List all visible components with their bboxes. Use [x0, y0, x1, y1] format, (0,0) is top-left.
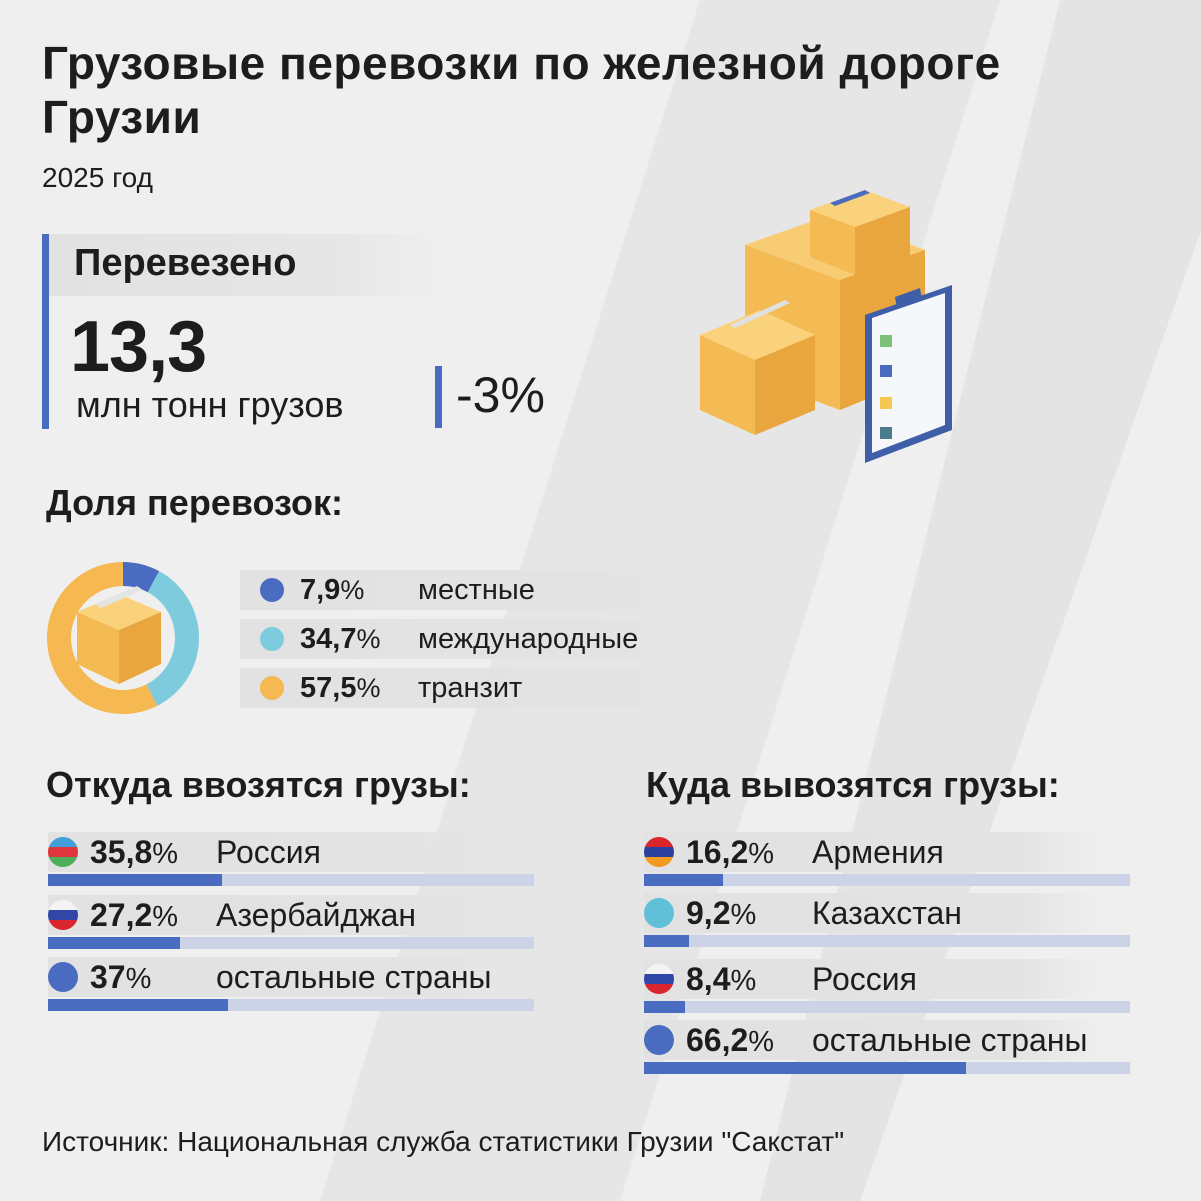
bar-percent: 8,4%	[686, 960, 757, 997]
bar-percent: 27,2%	[90, 896, 179, 933]
legend-percent: 7,9%	[300, 573, 365, 606]
bar-fill	[644, 935, 689, 947]
bar-percent: 66,2%	[686, 1021, 775, 1058]
kazakhstan-flag-icon	[644, 898, 674, 928]
bar-percent: 37%	[90, 958, 152, 995]
summary-unit: млн тонн грузов	[76, 384, 344, 425]
armenia-flag-icon	[644, 837, 674, 867]
share-title: Доля перевозок:	[46, 482, 343, 523]
summary-value: 13,3	[70, 307, 207, 387]
summary-accent-line	[42, 234, 49, 429]
source-note: Источник: Национальная служба статистики…	[42, 1126, 845, 1157]
legend-label: международные	[418, 622, 639, 655]
bar-label: Казахстан	[812, 894, 962, 931]
donut-slice-3	[47, 562, 158, 714]
bar-label: Азербайджан	[216, 896, 417, 933]
bar-track	[644, 935, 1130, 947]
bar-label: остальные страны	[812, 1021, 1088, 1058]
bar-row: 27,2% Азербайджан	[48, 889, 534, 949]
summary-label: Перевезено	[74, 242, 297, 284]
bar-track	[48, 999, 534, 1011]
donut-slice-2	[146, 571, 200, 706]
azerbaijan-flag-icon	[48, 837, 78, 867]
bar-row: 8,4% Россия	[644, 953, 1130, 1013]
bar-label: Армения	[812, 833, 944, 870]
legend-label: транзит	[418, 671, 523, 704]
legend-label: местные	[418, 573, 535, 606]
change-accent-line	[435, 366, 442, 428]
bar-track	[644, 874, 1130, 886]
bar-percent: 35,8%	[90, 833, 179, 870]
import-title: Откуда ввозятся грузы:	[46, 764, 471, 805]
cardboard-box-icon	[77, 586, 161, 684]
page-title: Грузовые перевозки по железной дороге Гр…	[42, 37, 1001, 143]
bar-fill	[48, 937, 181, 949]
russia-flag-icon	[48, 900, 78, 930]
russia-flag-icon	[644, 964, 674, 994]
donut-slice-1	[123, 562, 160, 593]
bar-track	[644, 1001, 1130, 1013]
legend-dot-icon	[260, 578, 284, 602]
bar-fill	[48, 874, 222, 886]
summary-change: -3%	[456, 367, 545, 423]
year-subtitle: 2025 год	[42, 162, 153, 193]
legend-percent: 57,5%	[300, 671, 381, 704]
bar-fill	[48, 999, 228, 1011]
bar-row: 16,2% Армения	[644, 826, 1130, 886]
blue-circle-icon	[644, 1025, 674, 1055]
bar-percent: 16,2%	[686, 833, 775, 870]
bar-row: 9,2% Казахстан	[644, 887, 1130, 947]
bar-track	[48, 874, 534, 886]
bar-track	[48, 937, 534, 949]
donut-chart	[47, 562, 200, 714]
bar-percent: 9,2%	[686, 894, 757, 931]
legend-percent: 34,7%	[300, 622, 381, 655]
boxes-clipboard-illustration	[700, 190, 952, 463]
legend-dot-icon	[260, 676, 284, 700]
bar-label: остальные страны	[216, 958, 492, 995]
bar-row: 35,8% Россия	[48, 826, 534, 886]
bar-label: Россия	[216, 833, 321, 870]
bar-fill	[644, 1001, 685, 1013]
legend-item: 34,7% международные	[240, 619, 680, 659]
bar-row: 66,2% остальные страны	[644, 1014, 1130, 1074]
bar-row: 37% остальные страны	[48, 951, 534, 1011]
export-title: Куда вывозятся грузы:	[646, 764, 1060, 805]
bar-fill	[644, 874, 723, 886]
bar-fill	[644, 1062, 966, 1074]
legend-dot-icon	[260, 627, 284, 651]
legend-item: 7,9% местные	[240, 570, 680, 610]
bar-label: Россия	[812, 960, 917, 997]
legend-item: 57,5% транзит	[240, 668, 680, 708]
bar-track	[644, 1062, 1130, 1074]
summary-label-bg	[49, 234, 449, 296]
blue-circle-icon	[48, 962, 78, 992]
